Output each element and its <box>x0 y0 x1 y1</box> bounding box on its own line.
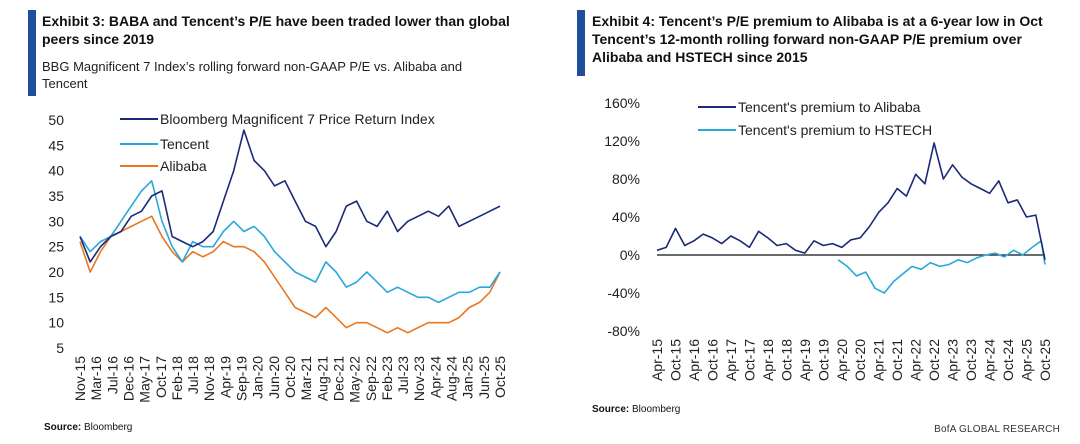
exhibit-4-title: Exhibit 4: Tencent’s P/E premium to Alib… <box>592 13 1043 65</box>
y-tick-label: 5 <box>56 340 64 356</box>
x-tick-label: Oct-19 <box>815 339 831 381</box>
x-tick-label: Oct-18 <box>778 339 794 381</box>
y-tick-label: -40% <box>607 285 640 301</box>
premium-alibaba-line <box>656 142 1046 260</box>
title-accent-bar <box>577 10 585 76</box>
x-tick-label: Jun-20 <box>266 356 282 399</box>
x-tick-label: Oct-24 <box>1000 339 1016 381</box>
tencent-series-line <box>79 180 501 304</box>
y-tick-label: 40 <box>48 163 64 179</box>
x-tick-label: Dec-21 <box>330 356 346 401</box>
x-tick-label: Nov-23 <box>411 356 427 401</box>
x-tick-label: Oct-15 <box>667 339 683 381</box>
exhibit-3-panel: Exhibit 3: BABA and Tencent’s P/E have b… <box>28 10 510 433</box>
y-tick-label: 45 <box>48 137 64 153</box>
x-tick-label: Mar-16 <box>88 356 104 401</box>
x-tick-label: Apr-21 <box>871 339 887 381</box>
source-text: Bloomberg <box>81 422 133 433</box>
x-tick-label: Apr-19 <box>217 356 233 398</box>
y-tick-label: 20 <box>48 264 64 280</box>
exhibit-4-source: Source: Bloomberg <box>592 404 680 415</box>
x-tick-label: Apr-24 <box>982 339 998 381</box>
legend-tencent-label: Tencent <box>160 136 209 152</box>
x-tick-label: Oct-20 <box>852 339 868 381</box>
x-tick-label: Oct-17 <box>741 339 757 381</box>
premium-hstech-line <box>837 240 1046 294</box>
x-tick-label: Feb-23 <box>379 356 395 401</box>
x-tick-label: Jan-25 <box>460 356 476 399</box>
y-tick-label: 160% <box>604 95 640 111</box>
legend-premium-alibaba-label: Tencent's premium to Alibaba <box>738 99 921 115</box>
title-accent-bar <box>28 10 36 96</box>
x-tick-label: May-22 <box>347 356 363 403</box>
x-tick-label: Jun-25 <box>476 356 492 399</box>
x-tick-label: Jul-16 <box>104 356 120 394</box>
legend-premium-hstech-label: Tencent's premium to HSTECH <box>738 122 932 138</box>
y-tick-label: 50 <box>48 112 64 128</box>
x-tick-label: Jul-23 <box>395 356 411 394</box>
x-tick-label: Aug-24 <box>444 356 460 401</box>
y-tick-label: 40% <box>612 209 640 225</box>
x-tick-label: Nov-18 <box>201 356 217 401</box>
legend-alibaba-label: Alibaba <box>160 158 207 174</box>
x-tick-label: Apr-25 <box>1019 339 1035 381</box>
exhibit-3-subtitle: BBG Magnificent 7 Index’s rolling forwar… <box>42 59 463 91</box>
x-tick-label: Oct-17 <box>153 356 169 398</box>
alibaba-series-line <box>79 215 501 334</box>
x-tick-label: Apr-23 <box>945 339 961 381</box>
x-tick-label: Sep-22 <box>363 356 379 401</box>
x-tick-label: May-17 <box>137 356 153 403</box>
y-tick-label: 120% <box>604 133 640 149</box>
x-tick-label: Apr-17 <box>723 339 739 381</box>
brand-footer: BofA GLOBAL RESEARCH <box>934 424 1060 435</box>
exhibit-3-title: Exhibit 3: BABA and Tencent’s P/E have b… <box>42 13 510 47</box>
x-tick-label: Jan-20 <box>250 356 266 399</box>
y-tick-label: 30 <box>48 213 64 229</box>
exhibit-4-panel: Exhibit 4: Tencent’s P/E premium to Alib… <box>560 0 1080 444</box>
y-tick-label: 80% <box>612 171 640 187</box>
y-tick-label: 0% <box>620 247 640 263</box>
x-tick-label: Oct-23 <box>963 339 979 381</box>
y-tick-label: 25 <box>48 239 64 255</box>
x-tick-label: Oct-20 <box>282 356 298 398</box>
x-tick-label: Apr-16 <box>686 339 702 381</box>
source-text: Bloomberg <box>629 404 681 415</box>
x-tick-label: Jul-18 <box>185 356 201 394</box>
mag7-series-line <box>79 129 501 263</box>
exhibit-3-source: Source: Bloomberg <box>44 422 132 433</box>
y-tick-label: 10 <box>48 315 64 331</box>
x-tick-label: Apr-20 <box>834 339 850 381</box>
y-tick-label: 15 <box>48 289 64 305</box>
x-tick-label: Oct-25 <box>492 356 508 398</box>
x-tick-label: Oct-21 <box>889 339 905 381</box>
x-tick-label: Apr-15 <box>649 339 665 381</box>
source-label: Source: <box>44 422 82 433</box>
x-tick-label: Apr-24 <box>427 356 443 398</box>
y-tick-label: -80% <box>607 323 640 339</box>
x-tick-label: Oct-16 <box>704 339 720 381</box>
x-tick-label: Apr-22 <box>908 339 924 381</box>
x-tick-label: Oct-25 <box>1037 339 1053 381</box>
x-tick-label: Oct-22 <box>926 339 942 381</box>
exhibit-4-chart: -80%-40%0%40%80%120%160%Apr-15 Oct-15 Apr-… <box>604 95 1053 381</box>
x-tick-label: Feb-18 <box>169 356 185 401</box>
x-tick-label: Aug-21 <box>314 356 330 401</box>
x-tick-label: Apr-19 <box>797 339 813 381</box>
x-tick-label: Sep-19 <box>234 356 250 401</box>
source-label: Source: <box>592 404 630 415</box>
x-tick-label: Dec-16 <box>120 356 136 401</box>
x-tick-label: Nov-15 <box>72 356 88 401</box>
x-tick-label: Mar-21 <box>298 356 314 401</box>
y-tick-label: 35 <box>48 188 64 204</box>
x-tick-label: Apr-18 <box>760 339 776 381</box>
legend-mag7-label: Bloomberg Magnificent 7 Price Return Ind… <box>160 111 435 127</box>
